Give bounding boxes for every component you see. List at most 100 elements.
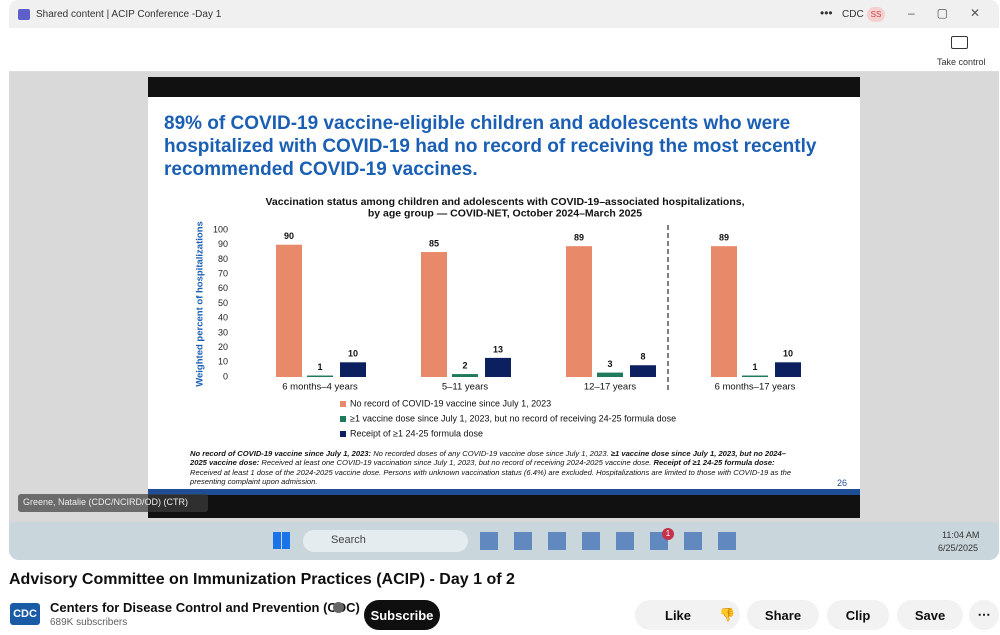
search-box[interactable]: Search (303, 530, 468, 552)
x-tick-label: 5–11 years (442, 382, 489, 393)
video-title: Advisory Committee on Immunization Pract… (9, 571, 515, 588)
value-label: 3 (607, 359, 612, 369)
teams-icon (18, 9, 30, 20)
footnote-term: No record of COVID-19 vaccine since July… (190, 449, 372, 458)
presenter: Greene, Natalie (CDC/NCIRD/OD) (CTR) (23, 497, 189, 507)
y-axis-label: Weighted percent of hospitalizations (195, 221, 206, 387)
take-control[interactable]: Take control (937, 57, 986, 67)
title-bar (9, 0, 999, 28)
legend-swatch (340, 401, 346, 407)
value-label: 1 (752, 362, 757, 372)
value-label: 8 (640, 352, 645, 362)
taskbar-apps (480, 532, 740, 550)
chart-title: Vaccination status among children and ad… (265, 196, 744, 208)
bar (340, 362, 366, 377)
value-label: 85 (429, 238, 439, 248)
page-number: 26 (837, 478, 848, 488)
clip: Clip (845, 607, 871, 623)
headline: recommended COVID-19 vaccines. (164, 159, 478, 180)
share: Share (764, 607, 802, 623)
bar (742, 375, 768, 378)
more[interactable]: ••• (820, 6, 833, 20)
x-tick-label: 6 months–4 years (282, 382, 358, 393)
start-icon[interactable] (273, 532, 290, 549)
legend-swatch (340, 416, 346, 422)
presenter-label: Greene, Natalie (CDC/NCIRD/OD) (CTR) (18, 494, 208, 512)
legend-swatch (340, 431, 346, 437)
bar (566, 246, 592, 377)
like-button[interactable]: Like 👎 (635, 600, 740, 630)
like: Like (665, 607, 692, 623)
y-tick-label: 90 (218, 239, 228, 249)
value-label: 10 (348, 349, 358, 359)
verified (333, 602, 344, 613)
y-tick-label: 40 (218, 313, 228, 323)
bar (485, 357, 511, 377)
legend-label: Receipt of ≥1 24-25 formula dose (350, 428, 483, 438)
y-tick-label: 100 (213, 224, 228, 234)
subscribe-button[interactable]: Subscribe (364, 600, 440, 630)
bar (711, 246, 737, 377)
value-label: 89 (574, 233, 584, 243)
footnote-definition: Received at least one COVID-19 vaccinati… (261, 458, 652, 468)
take-control-icon[interactable] (951, 36, 968, 49)
y-tick-label: 50 (218, 298, 228, 308)
clip-button[interactable]: Clip (827, 600, 889, 630)
footnote-definition: No recorded doses of any COVID-19 vaccin… (373, 449, 609, 458)
legend-label: No record of COVID-19 vaccine since July… (350, 398, 551, 408)
avatar[interactable]: SS (867, 7, 885, 22)
y-tick-label: 70 (218, 268, 228, 278)
bar (597, 372, 623, 377)
bar (276, 244, 302, 377)
y-tick-label: 80 (218, 254, 228, 264)
x-tick-label: 12–17 years (584, 382, 637, 393)
badge: 1 (662, 528, 674, 540)
value-label: 10 (783, 349, 793, 359)
value-label: 13 (493, 344, 503, 354)
org: CDC (842, 9, 864, 20)
y-tick-label: 10 (218, 357, 228, 367)
y-tick-label: 0 (223, 371, 228, 381)
bar (775, 362, 801, 377)
value-label: 90 (284, 231, 294, 241)
toolbar (9, 28, 999, 72)
headline: hospitalized with COVID-19 had no record… (164, 136, 817, 157)
x-tick-label: 6 months–17 years (715, 382, 796, 393)
y-tick-label: 20 (218, 342, 228, 352)
footnote-term: Receipt of ≥1 24-25 formula dose: (653, 458, 775, 468)
legend-label: ≥1 vaccine dose since July 1, 2023, but … (350, 413, 676, 423)
y-tick-label: 30 (218, 327, 228, 337)
clock-date: 6/25/2025 (938, 543, 979, 553)
slide (148, 77, 860, 518)
chart-title: by age group — COVID-NET, October 2024–M… (368, 207, 642, 219)
search: Search (331, 534, 366, 546)
chart: 89% of COVID-19 vaccine-eligible childre… (164, 113, 817, 438)
save: Save (914, 607, 946, 623)
footnote: No record of COVID-19 vaccine since July… (190, 449, 800, 486)
footnote-definition: Received at least 1 dose of the 2024-202… (190, 467, 792, 486)
bar (452, 374, 478, 377)
value-label: 89 (719, 233, 729, 243)
channel-logo[interactable]: CDC (10, 603, 40, 625)
channel-name[interactable]: Centers for Disease Control and Preventi… (50, 600, 360, 615)
bar (630, 365, 656, 377)
dislike[interactable]: 👎 (719, 607, 736, 622)
subscribe: Subscribe (370, 607, 434, 623)
headline: 89% of COVID-19 vaccine-eligible childre… (164, 113, 790, 134)
save-button[interactable]: Save (897, 600, 963, 630)
value-label: 2 (462, 360, 467, 370)
more-button[interactable]: ⋯ (969, 600, 999, 630)
bar (307, 375, 333, 378)
slide-top-band (148, 77, 860, 97)
slide-black-band (148, 495, 860, 518)
window-controls[interactable]: –▢✕ (908, 6, 1000, 20)
share-button[interactable]: Share (747, 600, 819, 630)
footnote-term: ≥1 vaccine dose since July 1, 2023, but … (190, 449, 786, 468)
window-title: Shared content | ACIP Conference -Day 1 (36, 9, 222, 20)
clock-time: 11:04 AM (942, 530, 980, 540)
bar (421, 252, 447, 377)
value-label: 1 (317, 362, 322, 372)
y-tick-label: 60 (218, 283, 228, 293)
slide-bottom-band (148, 489, 860, 495)
